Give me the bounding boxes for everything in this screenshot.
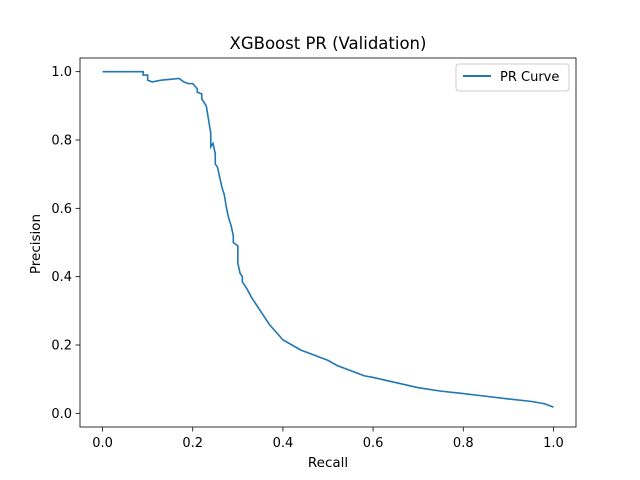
x-axis-label: Recall	[308, 455, 348, 471]
y-axis-label: Precision	[28, 214, 44, 274]
x-tick-label: 0.0	[92, 436, 113, 451]
legend-entry-pr-curve: PR Curve	[500, 70, 559, 85]
x-tick-label: 0.2	[182, 436, 203, 451]
plot-area-border	[79, 57, 577, 428]
x-tick-label: 0.6	[363, 436, 384, 451]
plot-frame	[79, 57, 577, 428]
legend: PR Curve	[455, 63, 570, 92]
y-tick-label: 0.8	[51, 134, 72, 149]
x-tick-label: 0.8	[453, 436, 474, 451]
series-line-pr-curve	[102, 70, 554, 408]
y-tick-label: 0.2	[51, 339, 72, 354]
chart-title: XGBoost PR (Validation)	[230, 34, 427, 53]
y-tick-label: 0.4	[51, 270, 72, 285]
series-layer	[102, 70, 554, 408]
y-axis-ticks: 0.0 0.2 0.4 0.6 0.8 1.0	[51, 65, 80, 422]
y-tick-label: 1.0	[51, 65, 72, 80]
x-tick-label: 1.0	[543, 436, 564, 451]
x-axis-ticks: 0.0 0.2 0.4 0.6 0.8 1.0	[92, 427, 564, 451]
y-tick-label: 0.0	[51, 407, 72, 422]
legend-box	[455, 63, 570, 92]
y-tick-label: 0.6	[51, 202, 72, 217]
x-tick-label: 0.4	[273, 436, 294, 451]
